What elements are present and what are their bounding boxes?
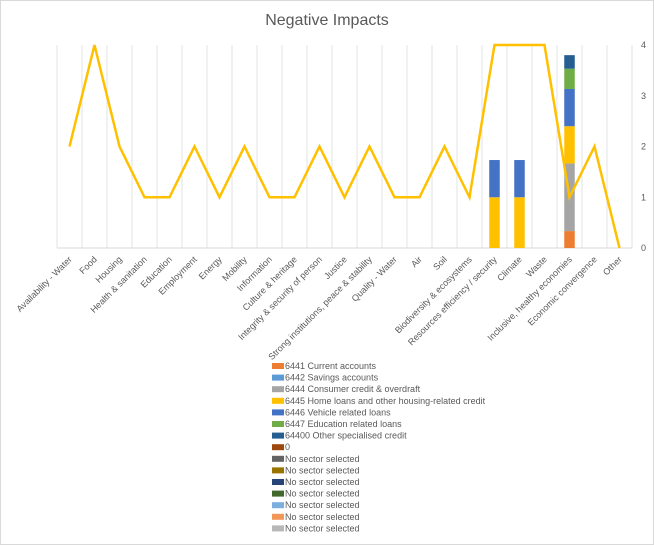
bar-segment (514, 160, 525, 198)
chart-title: Negative Impacts (265, 12, 389, 29)
legend-swatch (272, 421, 284, 427)
legend-swatch (272, 467, 284, 474)
x-tick-label: Soil (431, 254, 449, 272)
x-tick-label: Food (77, 254, 99, 276)
legend-label: 6444 Consumer credit & overdraft (285, 384, 421, 394)
grid-lines (56, 45, 633, 249)
bar-segment (564, 231, 575, 248)
legend-swatch (272, 525, 284, 532)
legend: 6441 Current accounts 6442 Savings accoun… (272, 361, 486, 533)
legend-swatch (272, 479, 284, 485)
bar-segment (564, 88, 575, 127)
legend-swatch (272, 455, 284, 462)
x-tick-label: Quality - Water (350, 254, 399, 303)
legend-swatch (272, 409, 284, 416)
bar-segment (564, 55, 575, 69)
bar-segment (489, 197, 500, 248)
legend-swatch (272, 432, 284, 439)
legend-label: No sector selected (285, 523, 360, 533)
legend-swatch (272, 397, 284, 404)
legend-label: 0 (285, 442, 290, 452)
line-series (68, 43, 621, 249)
y-axis-ticks: 0 1 2 3 4 (641, 40, 646, 253)
legend-swatch (272, 490, 284, 497)
legend-swatch (272, 513, 284, 520)
legend-label: No sector selected (285, 465, 360, 475)
x-tick-label: Climate (495, 254, 524, 283)
legend-swatch (272, 386, 284, 393)
bar-segment (564, 68, 575, 89)
legend-swatch (272, 374, 284, 381)
legend-label: 64400 Other specialised credit (285, 431, 407, 441)
y-tick-label: 4 (641, 40, 646, 50)
legend-label: No sector selected (285, 454, 360, 464)
y-tick-label: 3 (641, 91, 646, 101)
x-tick-label: Availability - Water (14, 254, 73, 313)
line-path (68, 43, 621, 249)
bar-segment (514, 197, 525, 248)
legend-swatch (272, 363, 284, 369)
x-tick-label: Air (409, 254, 424, 269)
legend-label: 6446 Vehicle related loans (285, 407, 391, 417)
x-tick-label: Energy (197, 254, 225, 282)
bar-segment (564, 126, 575, 164)
legend-label: No sector selected (285, 500, 360, 510)
y-tick-label: 2 (641, 142, 646, 152)
y-tick-label: 1 (641, 192, 646, 202)
x-tick-label: Other (601, 254, 624, 277)
bar-segment (489, 160, 500, 198)
legend-label: No sector selected (285, 489, 360, 499)
legend-label: 6441 Current accounts (285, 361, 377, 371)
legend-label: 6445 Home loans and other housing-relate… (285, 396, 486, 406)
legend-label: No sector selected (285, 477, 360, 487)
legend-label: 6447 Education related loans (285, 419, 402, 429)
legend-swatch (272, 444, 284, 451)
legend-label: 6442 Savings accounts (285, 373, 379, 383)
legend-swatch (272, 502, 284, 509)
legend-label: No sector selected (285, 512, 360, 522)
y-tick-label: 0 (641, 243, 646, 253)
